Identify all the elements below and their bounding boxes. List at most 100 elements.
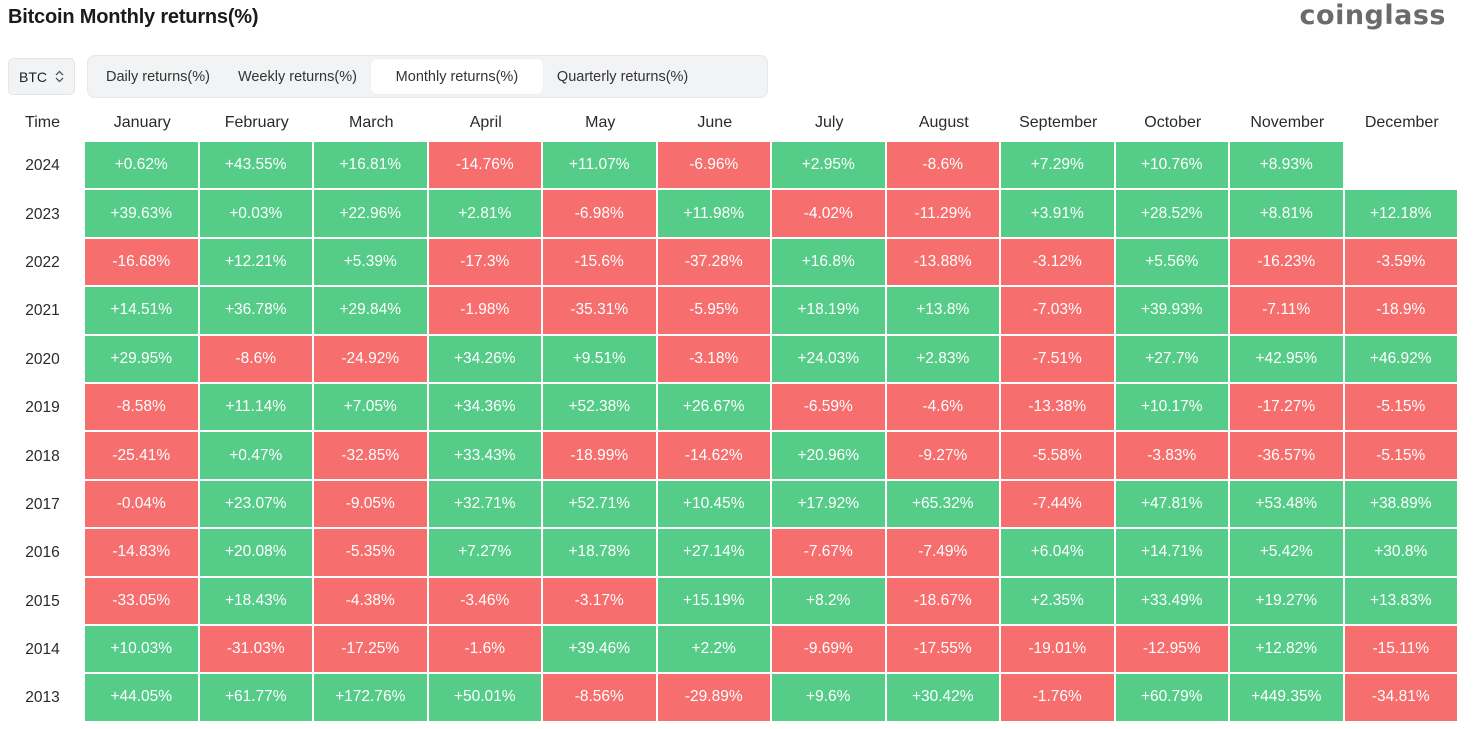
column-header-june: June [697, 114, 733, 131]
return-cell: +26.67% [657, 383, 772, 433]
return-cell: +32.71% [428, 480, 543, 530]
return-cell [1344, 142, 1459, 191]
tab-monthly-returns[interactable]: Monthly returns(%) [370, 59, 543, 94]
return-cell: +46.92% [1344, 335, 1459, 384]
return-cell: +8.93% [1230, 142, 1345, 191]
return-cell: +34.26% [428, 335, 543, 384]
return-cell: +172.76% [314, 674, 429, 723]
row-year: 2017 [25, 495, 60, 513]
monthly-returns-table: Time January February March April May June July… [0, 104, 1459, 723]
return-cell: +449.35% [1230, 674, 1345, 723]
return-cell: +8.81% [1230, 190, 1345, 239]
return-cell: +22.96% [314, 190, 429, 239]
return-cell: -3.12% [1001, 238, 1116, 288]
return-cell: -9.69% [772, 625, 887, 675]
return-cell: -1.76% [1001, 674, 1116, 723]
asset-select-value: BTC [19, 68, 47, 85]
row-year: 2016 [25, 544, 60, 562]
return-cell: -17.55% [886, 625, 1001, 675]
return-cell: -14.62% [657, 432, 772, 481]
return-cell: +29.84% [314, 287, 429, 336]
return-cell: -6.59% [772, 383, 887, 433]
return-cell: +16.81% [314, 142, 429, 191]
return-cell: +44.05% [85, 674, 200, 723]
return-cell: +14.51% [85, 287, 200, 336]
row-year: 2023 [25, 205, 60, 223]
return-cell: +42.95% [1230, 335, 1345, 384]
return-cell: +52.71% [543, 480, 658, 530]
return-cell: +5.39% [314, 238, 429, 288]
return-cell: +7.27% [428, 529, 543, 578]
return-cell: -5.15% [1344, 383, 1459, 433]
return-cell: -3.17% [543, 577, 658, 626]
return-cell: -3.18% [657, 335, 772, 384]
column-header-july: July [815, 114, 844, 131]
return-cell: +11.07% [543, 142, 658, 191]
return-cell: -16.68% [85, 238, 200, 288]
page-title: Bitcoin Monthly returns(%) [8, 6, 259, 28]
return-cell: -7.11% [1230, 287, 1345, 336]
return-cell: -14.83% [85, 529, 200, 578]
return-cell: +60.79% [1115, 674, 1230, 723]
return-cell: +53.48% [1230, 480, 1345, 530]
return-cell: -18.67% [886, 577, 1001, 626]
row-year: 2013 [25, 689, 60, 707]
return-cell: -9.05% [314, 480, 429, 530]
tab-weekly-returns[interactable]: Weekly returns(%) [237, 68, 357, 85]
return-cell: +3.91% [1001, 190, 1116, 239]
return-cell: -17.25% [314, 625, 429, 675]
return-cell: +0.03% [199, 190, 314, 239]
return-cell: +11.14% [199, 383, 314, 433]
return-cell: +50.01% [428, 674, 543, 723]
return-cell: -35.31% [543, 287, 658, 336]
return-cell: -5.35% [314, 529, 429, 578]
return-cell: +10.45% [657, 480, 772, 530]
return-cell: +2.81% [428, 190, 543, 239]
return-cell: -8.58% [85, 383, 200, 433]
return-cell: +17.92% [772, 480, 887, 530]
return-cell: +18.19% [772, 287, 887, 336]
return-cell: +0.47% [199, 432, 314, 481]
column-header-december: December [1364, 114, 1439, 131]
return-cell: -14.76% [428, 142, 543, 191]
return-cell: -34.81% [1344, 674, 1459, 723]
return-cell: -9.27% [886, 432, 1001, 481]
returns-tabs: Daily returns(%) Weekly returns(%) Month… [87, 55, 768, 98]
column-header-february: February [224, 114, 289, 131]
row-year: 2021 [25, 302, 60, 320]
return-cell: -19.01% [1001, 625, 1116, 675]
asset-select[interactable]: BTC [8, 58, 75, 95]
return-cell: -7.51% [1001, 335, 1116, 384]
tab-daily-returns[interactable]: Daily returns(%) [106, 68, 210, 85]
return-cell: +65.32% [886, 480, 1001, 530]
return-cell: +2.83% [886, 335, 1001, 384]
column-header-time: Time [25, 114, 60, 131]
return-cell: +5.42% [1230, 529, 1345, 578]
return-cell: -6.96% [657, 142, 772, 191]
return-cell: +43.55% [199, 142, 314, 191]
return-cell: -4.38% [314, 577, 429, 626]
return-cell: +34.36% [428, 383, 543, 433]
return-cell: -3.59% [1344, 238, 1459, 288]
column-header-october: October [1144, 114, 1202, 131]
return-cell: -5.15% [1344, 432, 1459, 481]
return-cell: -4.6% [886, 383, 1001, 433]
return-cell: +18.78% [543, 529, 658, 578]
return-cell: -32.85% [314, 432, 429, 481]
return-cell: +29.95% [85, 335, 200, 384]
tab-quarterly-returns[interactable]: Quarterly returns(%) [556, 68, 689, 85]
return-cell: -5.95% [657, 287, 772, 336]
return-cell: -12.95% [1115, 625, 1230, 675]
return-cell: +33.49% [1115, 577, 1230, 626]
chevron-up-down-icon [55, 70, 64, 83]
return-cell: +18.43% [199, 577, 314, 626]
return-cell: -17.3% [428, 238, 543, 288]
return-cell: +7.05% [314, 383, 429, 433]
return-cell: -18.99% [543, 432, 658, 481]
return-cell: -7.03% [1001, 287, 1116, 336]
return-cell: -3.83% [1115, 432, 1230, 481]
column-header-april: April [469, 114, 502, 131]
column-header-may: May [585, 114, 616, 131]
return-cell: +15.19% [657, 577, 772, 626]
